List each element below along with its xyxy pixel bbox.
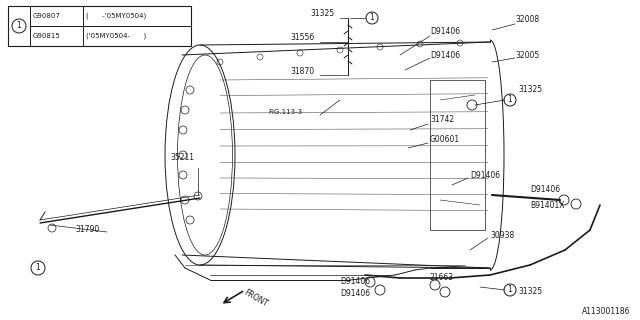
Text: 31325: 31325 xyxy=(518,287,542,297)
Bar xyxy=(430,80,485,230)
Text: 31870: 31870 xyxy=(290,68,314,76)
Text: G00601: G00601 xyxy=(430,135,460,145)
Text: G90807: G90807 xyxy=(33,13,61,19)
Text: FRONT: FRONT xyxy=(243,288,270,309)
Text: B91401X: B91401X xyxy=(530,201,564,210)
Text: 1: 1 xyxy=(17,21,21,30)
Text: 35211: 35211 xyxy=(170,154,194,163)
Text: G90815: G90815 xyxy=(33,33,61,39)
Text: (      -'05MY0504): ( -'05MY0504) xyxy=(86,13,147,19)
Text: 31556: 31556 xyxy=(290,34,314,43)
Text: 31325: 31325 xyxy=(518,85,542,94)
Text: 31742: 31742 xyxy=(430,116,454,124)
Text: D91406: D91406 xyxy=(430,51,460,60)
Text: FIG.113-3: FIG.113-3 xyxy=(268,109,302,115)
Text: D91406: D91406 xyxy=(430,28,460,36)
Text: 32005: 32005 xyxy=(515,51,540,60)
Text: D91406: D91406 xyxy=(530,186,560,195)
Text: A113001186: A113001186 xyxy=(582,308,630,316)
Text: 1: 1 xyxy=(508,95,513,105)
Text: 31325: 31325 xyxy=(310,10,334,19)
Text: 1: 1 xyxy=(508,285,513,294)
Text: 1: 1 xyxy=(36,263,40,273)
Text: ('05MY0504-      ): ('05MY0504- ) xyxy=(86,33,147,39)
Text: 30938: 30938 xyxy=(490,230,515,239)
Text: 32008: 32008 xyxy=(515,15,539,25)
Text: 21663: 21663 xyxy=(430,274,454,283)
Text: D91406: D91406 xyxy=(470,171,500,180)
Text: D91406: D91406 xyxy=(340,277,370,286)
Text: 31790: 31790 xyxy=(75,226,99,235)
Text: D91406: D91406 xyxy=(340,289,370,298)
Bar xyxy=(8,6,191,46)
Text: 1: 1 xyxy=(370,13,374,22)
